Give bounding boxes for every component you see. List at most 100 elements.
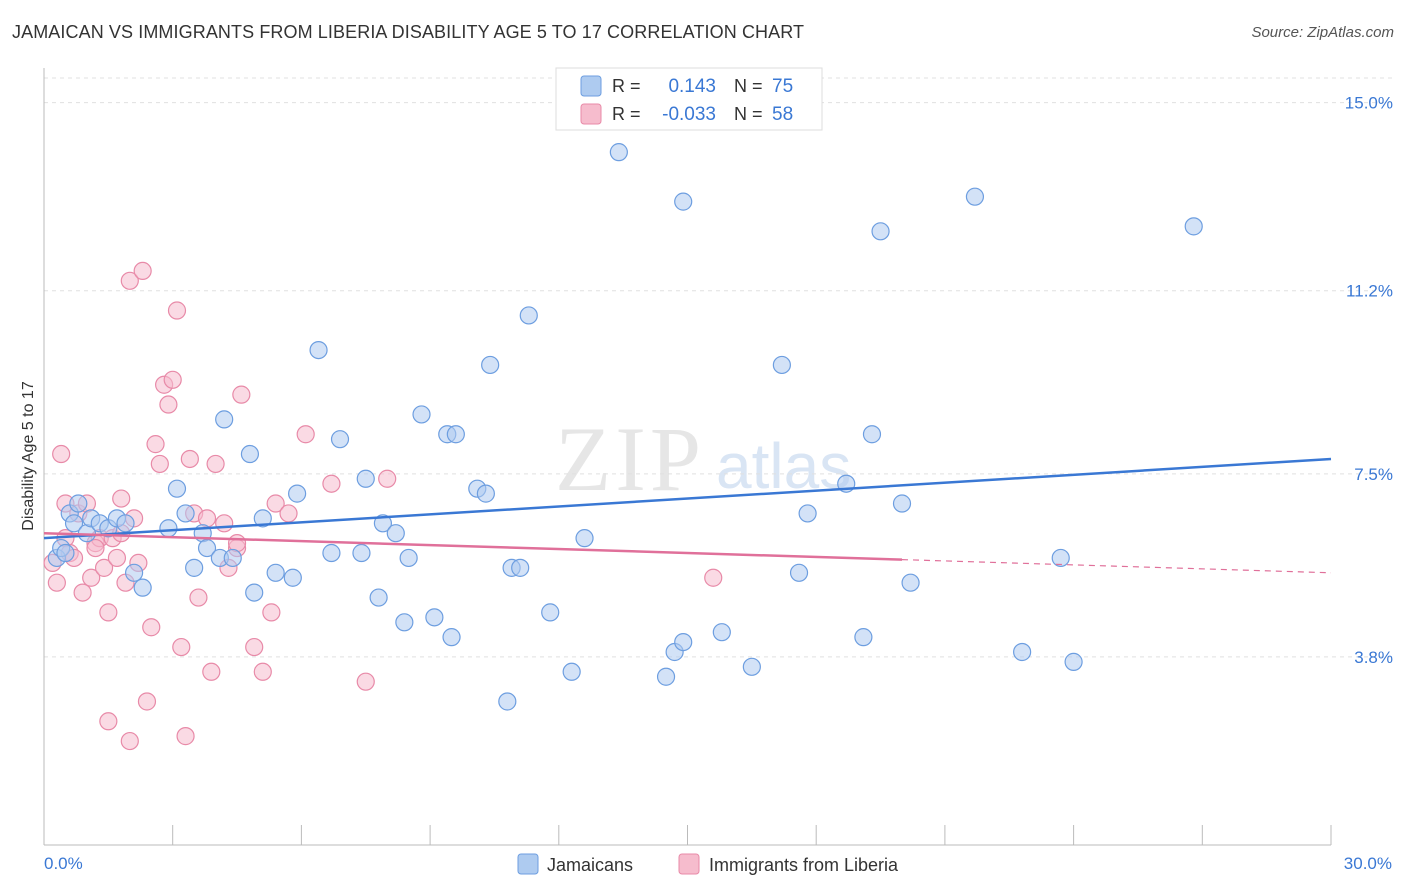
jamaicans-point [399,548,418,568]
jamaicans-point [425,608,444,627]
jamaicans-point [609,143,628,162]
jamaicans-trend-line [43,457,1332,540]
legend-r-label-2: R = [612,104,641,124]
jamaicans-point [446,425,465,444]
trend-lines [43,457,1332,574]
watermark-atlas: atlas [716,430,851,502]
liberia-point [253,662,272,681]
x-tick-label-max: 30.0% [1344,854,1392,873]
liberia-point [262,603,281,622]
liberia-point [180,449,199,469]
liberia-point [279,504,298,523]
jamaicans-point [369,588,388,607]
jamaicans-point [69,494,88,513]
jamaicans-point [64,514,84,533]
jamaicans-point [481,355,500,375]
jamaicans-point [56,543,75,563]
watermark: ZIP atlas [555,408,851,510]
jamaicans-point [356,469,375,488]
series-legend: Jamaicans Immigrants from Liberia [517,853,899,875]
jamaicans-point [519,306,538,325]
liberia-point [150,454,169,474]
liberia-point [704,568,723,587]
jamaicans-point [1051,548,1070,568]
legend-n-label-1: N = [734,76,763,96]
liberia-point [120,731,139,751]
y-tick-label: 15.0% [1345,94,1393,113]
jamaicans-point [1013,642,1032,662]
liberia-point [73,583,92,602]
liberia-point [99,603,118,622]
series-legend-swatch-jamaicans [517,853,539,875]
jamaicans-point [1064,652,1083,671]
jamaicans-point [674,192,693,211]
liberia-point [245,637,264,657]
legend-n-value-2: 58 [772,104,793,125]
jamaicans-point [373,514,393,533]
liberia-point [86,538,105,558]
jamaicans-point [798,504,817,523]
stats-legend: R = 0.143 N = 75 R = -0.033 N = 58 [555,67,823,131]
liberia-point [172,637,191,657]
watermark-zip: ZIP [555,408,705,510]
liberia-point [52,444,71,464]
y-tick-labels: 3.8% 7.5% 11.2% 15.0% [1345,94,1393,667]
jamaicans-point [395,613,414,632]
jamaicans-point [167,479,187,498]
liberia-point [322,474,341,493]
liberia-point [133,261,152,281]
y-tick-label: 11.2% [1346,282,1393,301]
chart-title: JAMAICAN VS IMMIGRANTS FROM LIBERIA DISA… [12,22,805,42]
series-legend-label-jamaicans: Jamaicans [547,855,633,875]
jamaicans-point [352,543,371,563]
liberia-point [232,385,251,404]
liberia-point [99,712,118,731]
jamaicans-point [245,583,264,602]
jamaicans-point [871,222,890,241]
jamaicans-point [772,355,791,375]
y-tick-label: 3.8% [1354,648,1393,667]
liberia-point [159,395,178,414]
legend-swatch-jamaicans [580,75,602,97]
series-legend-label-liberia: Immigrants from Liberia [709,855,899,875]
jamaicans-point [712,623,731,642]
jamaicans-point [185,558,204,577]
liberia-point [112,489,131,508]
liberia-point [137,692,157,711]
liberia-trend-line [43,531,903,561]
jamaicans-point [1184,217,1203,236]
y-tick-label: 7.5% [1354,465,1393,484]
legend-n-value-1: 75 [772,76,793,97]
jamaicans-point [656,667,676,686]
x-tick-label-min: 0.0% [44,854,83,873]
jamaicans-point [133,578,152,597]
legend-r-label-1: R = [612,76,641,96]
jamaicans-point [511,558,530,577]
jamaicans-point [253,509,272,528]
jamaicans-point [266,563,285,582]
jamaicans-point [330,430,350,449]
series-legend-swatch-liberia [678,853,700,875]
jamaicans-point [901,573,920,592]
legend-r-value-2: -0.033 [662,104,716,125]
jamaicans-point [283,568,302,587]
source-label: Source: ZipAtlas.com [1251,24,1394,41]
jamaicans-point [442,628,461,647]
liberia-point [167,301,187,320]
legend-swatch-liberia [580,103,602,125]
liberia-point [296,425,315,444]
liberia-point [146,435,165,454]
liberia-point [94,558,114,577]
jamaicans-point [309,340,328,360]
jamaicans-point [240,444,260,464]
liberia-point [189,588,208,607]
y-axis-label: Disability Age 5 to 17 [20,381,37,531]
legend-r-value-1: 0.143 [668,76,716,97]
liberia-point [82,568,101,587]
jamaicans-point [322,543,341,563]
jamaicans-point [674,632,693,652]
jamaicans-point [176,504,195,523]
jamaicans-point [386,524,405,543]
jamaicans-point [124,563,144,582]
